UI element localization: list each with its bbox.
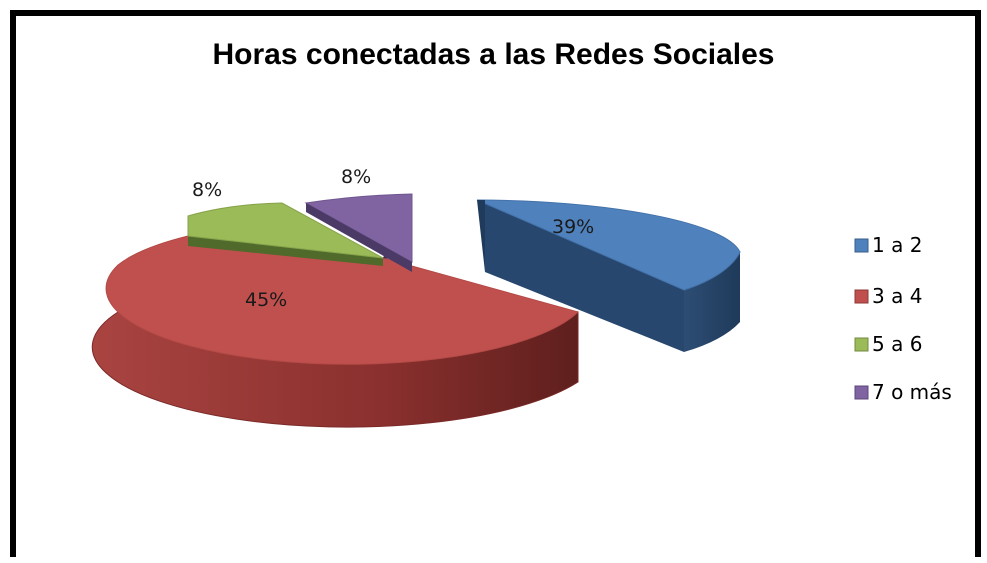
data-label-1-a-2: 39% [552,216,594,238]
legend-item-7-o-mas: 7 o más [854,380,952,404]
chart-title: Horas conectadas a las Redes Sociales [212,38,775,71]
slice-1-a-2 [476,199,741,352]
legend: 1 a 2 3 a 4 5 a 6 7 o más [854,233,952,404]
legend-swatch-1-a-2 [854,238,869,253]
data-label-5-a-6: 8% [192,179,222,201]
slice-7-o-mas [304,193,413,272]
data-label-7-o-mas: 8% [341,166,371,188]
legend-swatch-3-a-4 [854,289,869,304]
legend-label-7-o-mas: 7 o más [872,380,952,404]
legend-swatch-7-o-mas [854,385,869,400]
legend-item-1-a-2: 1 a 2 [854,233,922,257]
legend-swatch-5-a-6 [854,337,869,352]
legend-label-3-a-4: 3 a 4 [872,284,922,308]
slice-5-a-6 [187,202,384,266]
legend-item-5-a-6: 5 a 6 [854,332,922,356]
slice-3-a-4 [91,235,579,428]
data-label-3-a-4: 45% [245,289,287,311]
legend-label-1-a-2: 1 a 2 [872,233,922,257]
legend-item-3-a-4: 3 a 4 [854,284,922,308]
legend-label-5-a-6: 5 a 6 [872,332,922,356]
